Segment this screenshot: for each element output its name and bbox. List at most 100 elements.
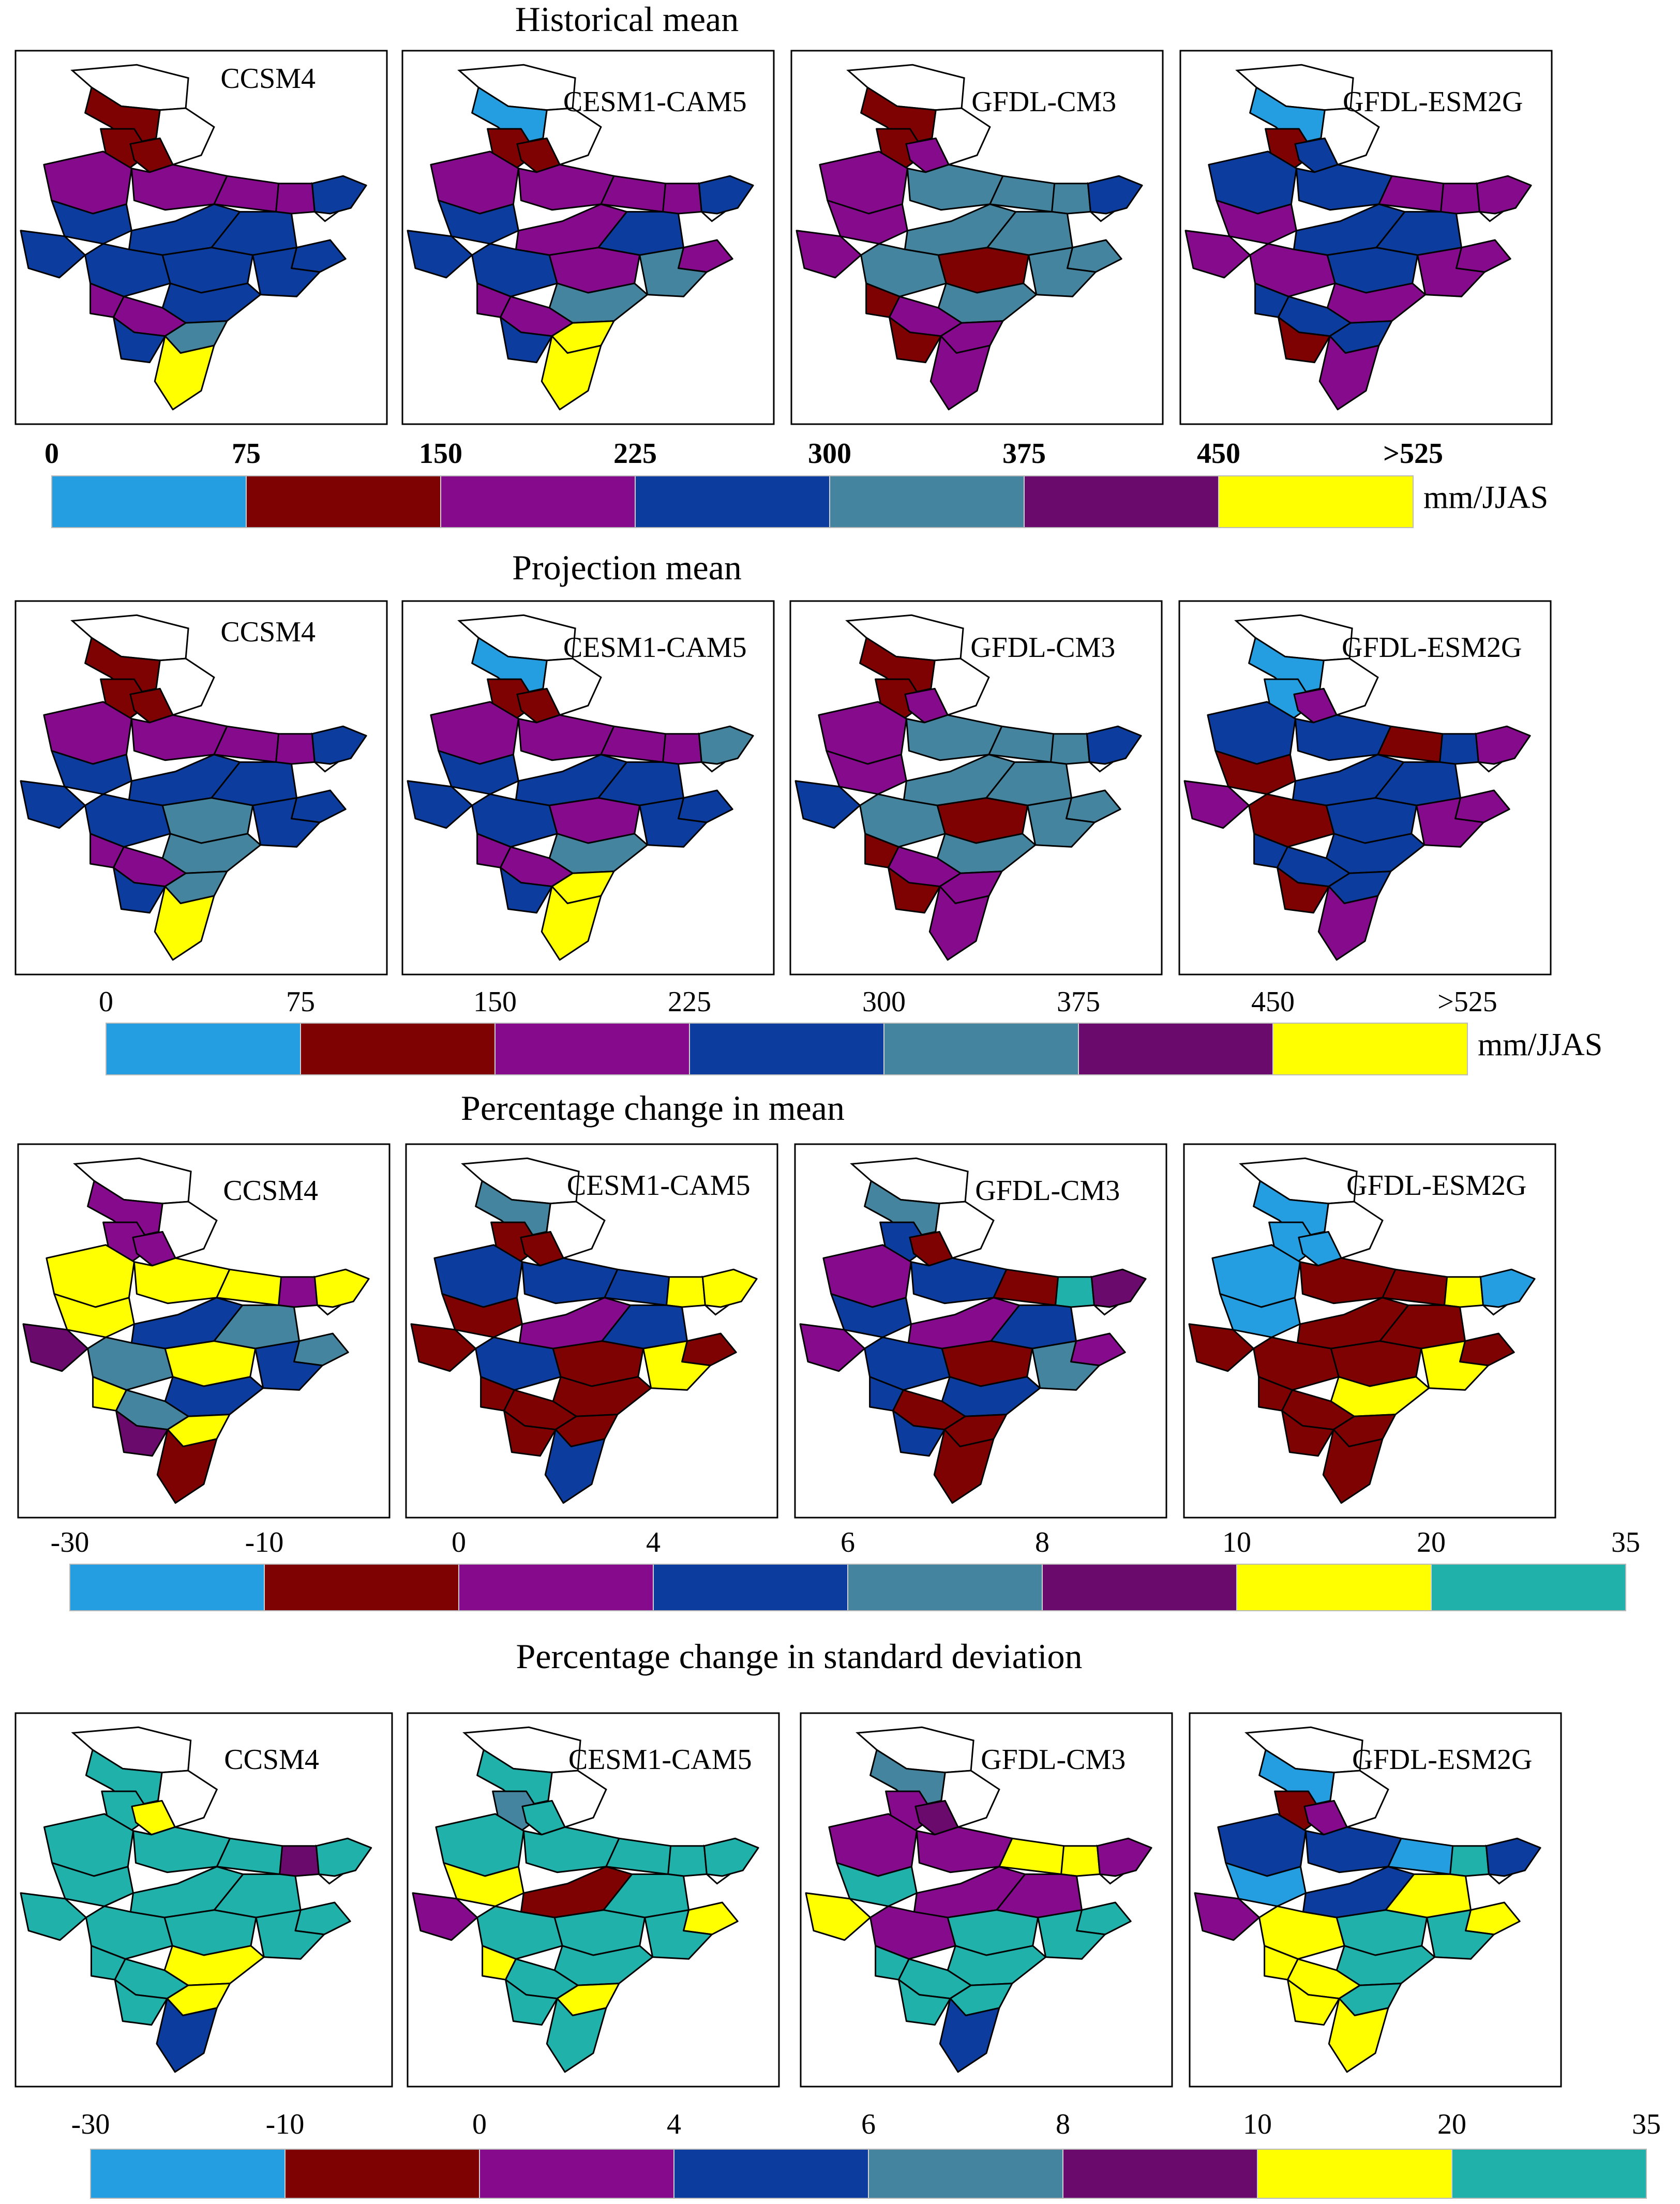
subdivision-region bbox=[1188, 1323, 1255, 1372]
subdivision-region bbox=[888, 866, 941, 914]
colorbar-tick-label: 20 bbox=[1437, 2108, 1466, 2140]
subdivision-region bbox=[156, 1429, 218, 1504]
subdivision-region bbox=[410, 1323, 477, 1372]
model-label: CESM1-CAM5 bbox=[567, 1170, 751, 1202]
subdivision-region bbox=[667, 1845, 708, 1877]
model-label: GFDL-ESM2G bbox=[1343, 86, 1523, 118]
model-label: GFDL-CM3 bbox=[970, 632, 1115, 664]
colorbar-segment bbox=[1078, 1023, 1273, 1075]
subdivision-region bbox=[1050, 733, 1090, 765]
colorbar-segment bbox=[1042, 1564, 1237, 1611]
subdivision-region bbox=[1440, 183, 1480, 215]
subdivision-region bbox=[1184, 230, 1251, 279]
subdivision-region bbox=[278, 1276, 318, 1308]
colorbar-tick-label: 300 bbox=[862, 986, 906, 1018]
subdivision-region bbox=[311, 725, 367, 765]
model-label: GFDL-ESM2G bbox=[1342, 632, 1522, 664]
colorbar-tick-label: 225 bbox=[668, 986, 711, 1018]
colorbar-segment bbox=[829, 475, 1025, 528]
model-label: CESM1-CAM5 bbox=[568, 1744, 752, 1776]
colorbar-tick-label: 450 bbox=[1251, 986, 1295, 1018]
colorbar-tick-label: 0 bbox=[472, 2108, 487, 2140]
colorbar-segment bbox=[1236, 1564, 1432, 1611]
subdivision-region bbox=[892, 1410, 946, 1457]
model-label: GFDL-ESM2G bbox=[1346, 1170, 1526, 1202]
subdivision-region bbox=[20, 1892, 87, 1941]
colorbar-tick-label: -10 bbox=[245, 1526, 284, 1558]
colorbar-segment bbox=[284, 2149, 480, 2199]
chart-row-4: Percentage change in standard deviation C… bbox=[14, 1637, 1661, 2199]
model-label: GFDL-CM3 bbox=[981, 1744, 1126, 1776]
colorbar-segment bbox=[246, 475, 441, 528]
colorbar-tick-label: 450 bbox=[1197, 438, 1240, 470]
colorbar-segment bbox=[868, 2149, 1063, 2199]
subdivision-region bbox=[701, 1268, 758, 1308]
colorbar-segment bbox=[300, 1023, 496, 1075]
chart-row-1: Historical mean CCSM4 CESM1-CAM5 GFDL-CM3 GF… bbox=[14, 0, 1553, 528]
subdivision-region bbox=[20, 780, 86, 829]
colorbar-segment bbox=[673, 2149, 869, 2199]
colorbar-outline bbox=[90, 2149, 1647, 2199]
subdivision-region bbox=[1278, 316, 1331, 364]
subdivision-region bbox=[313, 1268, 370, 1308]
subdivision-region bbox=[1096, 1837, 1152, 1877]
subdivision-region bbox=[889, 316, 942, 364]
colorbar-segment bbox=[69, 1564, 265, 1611]
colorbar-segment bbox=[440, 475, 636, 528]
colorbar-tick-label: 75 bbox=[232, 438, 261, 470]
map-panel: GFDL-CM3 bbox=[790, 50, 1164, 425]
row-title: Percentage change in standard deviation bbox=[516, 1637, 1082, 1676]
colorbar: -30 -10 0 4 6 8 10 20 35 bbox=[71, 2108, 1661, 2199]
subdivision-region bbox=[1060, 1845, 1101, 1877]
subdivision-region bbox=[1281, 1410, 1334, 1457]
colorbar-tick-label: 0 bbox=[99, 986, 113, 1018]
subdivision-region bbox=[662, 733, 702, 765]
subdivision-region bbox=[1449, 1845, 1490, 1877]
colorbar-tick-label: 375 bbox=[1002, 438, 1046, 470]
colorbar-tick-label: 300 bbox=[808, 438, 851, 470]
colorbar-tick-label: 35 bbox=[1632, 2108, 1661, 2140]
map-panel: GFDL-CM3 bbox=[789, 600, 1163, 976]
subdivision-region bbox=[703, 1837, 759, 1877]
colorbar-tick-label: 4 bbox=[646, 1526, 661, 1558]
subdivision-region bbox=[796, 230, 862, 279]
subdivision-region bbox=[154, 335, 215, 411]
subdivision-region bbox=[1322, 1429, 1384, 1504]
colorbar-tick-label: >525 bbox=[1437, 986, 1497, 1018]
subdivision-region bbox=[698, 175, 754, 215]
map-panel: CCSM4 bbox=[14, 1712, 393, 2088]
subdivision-region bbox=[275, 183, 316, 215]
subdivision-region bbox=[1444, 1276, 1484, 1308]
colorbar-tick-label: 8 bbox=[1056, 2108, 1070, 2140]
colorbar-segment bbox=[653, 1564, 848, 1611]
colorbar-segment bbox=[635, 475, 830, 528]
colorbar-tick-label: 150 bbox=[419, 438, 462, 470]
subdivision-region bbox=[1318, 335, 1380, 411]
subdivision-region bbox=[1087, 175, 1143, 215]
colorbar-tick-label: 8 bbox=[1035, 1526, 1049, 1558]
model-label: CESM1-CAM5 bbox=[563, 86, 747, 118]
model-label: CESM1-CAM5 bbox=[563, 632, 747, 664]
subdivision-region bbox=[1277, 866, 1330, 914]
colorbar-tick-label: 0 bbox=[44, 438, 59, 470]
colorbar-tick-label: 4 bbox=[667, 2108, 681, 2140]
colorbar-tick-label: 0 bbox=[452, 1526, 466, 1558]
colorbar-segment bbox=[1218, 475, 1414, 528]
subdivision-region bbox=[505, 1978, 558, 2026]
model-label: GFDL-CM3 bbox=[971, 86, 1116, 118]
row-title: Projection mean bbox=[512, 548, 742, 587]
colorbar-tick-label: 150 bbox=[473, 986, 517, 1018]
subdivision-region bbox=[1287, 1978, 1340, 2026]
subdivision-region bbox=[1485, 1837, 1541, 1877]
colorbar-tick-label: 6 bbox=[861, 2108, 876, 2140]
colorbar-tick-label: 35 bbox=[1611, 1526, 1640, 1558]
subdivision-region bbox=[541, 335, 602, 411]
colorbar-segment bbox=[1451, 2149, 1647, 2199]
subdivision-region bbox=[20, 230, 86, 279]
subdivision-region bbox=[933, 1429, 995, 1504]
row-title: Historical mean bbox=[515, 0, 739, 39]
colorbar-segment bbox=[689, 1023, 884, 1075]
subdivision-region bbox=[503, 1410, 557, 1457]
colorbar-segment bbox=[847, 1564, 1043, 1611]
